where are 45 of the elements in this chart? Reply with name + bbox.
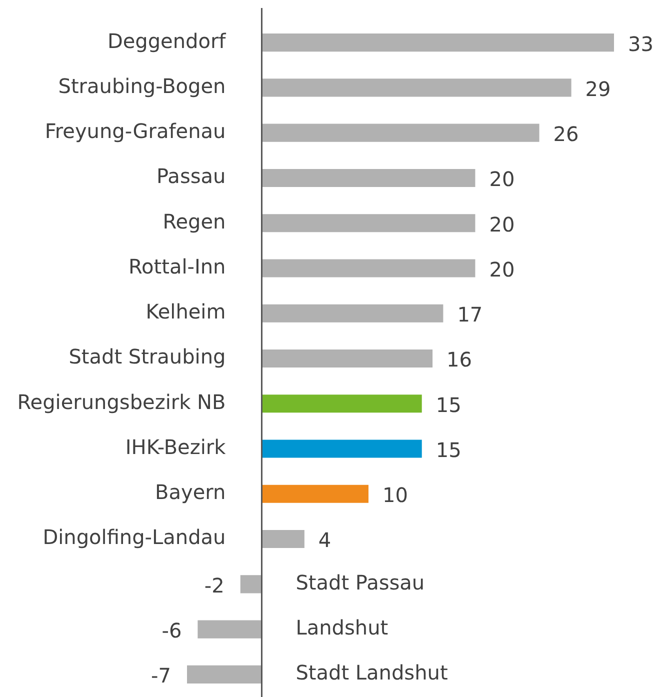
bar [262, 349, 433, 368]
y-tick-label: Regen [162, 209, 226, 234]
y-tick-label: Deggendorf [107, 28, 227, 53]
data-label: 29 [585, 76, 611, 101]
bar [262, 304, 444, 322]
data-label: 4 [318, 528, 332, 552]
y-tick-label: Passau [156, 164, 226, 188]
y-tick-label: Stadt Passau [296, 570, 425, 594]
y-tick-label: Bayern [155, 480, 226, 504]
data-label: -6 [162, 618, 182, 643]
bar [262, 34, 614, 52]
bar [262, 394, 422, 413]
bar [240, 575, 262, 594]
bar [262, 484, 368, 503]
data-label: 17 [457, 302, 483, 327]
data-label: 20 [489, 212, 515, 236]
bar [262, 168, 476, 187]
data-label: 16 [446, 348, 472, 372]
data-label: 33 [628, 32, 654, 56]
data-label: 20 [489, 257, 515, 282]
bar [262, 530, 304, 548]
bar [262, 78, 572, 97]
bar [262, 259, 476, 278]
y-tick-label: Regierungsbezirk NB [17, 390, 226, 414]
data-label: 15 [436, 438, 462, 462]
y-tick-label: Dingolfing-Landau [42, 525, 226, 550]
data-label: 10 [382, 483, 408, 508]
y-tick-label: Stadt Landshut [296, 660, 448, 685]
y-tick-label: Straubing-Bogen [58, 74, 226, 98]
y-tick-label: Stadt Straubing [68, 344, 226, 369]
data-label: 20 [489, 167, 515, 192]
data-label: 26 [553, 122, 579, 146]
bar [198, 620, 262, 638]
data-label: -7 [151, 664, 171, 688]
y-tick-label: Rottal-Inn [128, 254, 226, 278]
y-tick-label: Freyung-Grafenau [44, 119, 226, 144]
y-tick-label: Kelheim [146, 300, 226, 324]
y-tick-label: IHK-Bezirk [125, 434, 226, 459]
y-tick-label: Landshut [296, 616, 388, 640]
bar [187, 665, 262, 684]
data-label: 15 [436, 392, 462, 417]
bar [262, 214, 476, 232]
data-label: -2 [204, 573, 224, 598]
bar [262, 124, 540, 142]
bar [262, 440, 422, 458]
